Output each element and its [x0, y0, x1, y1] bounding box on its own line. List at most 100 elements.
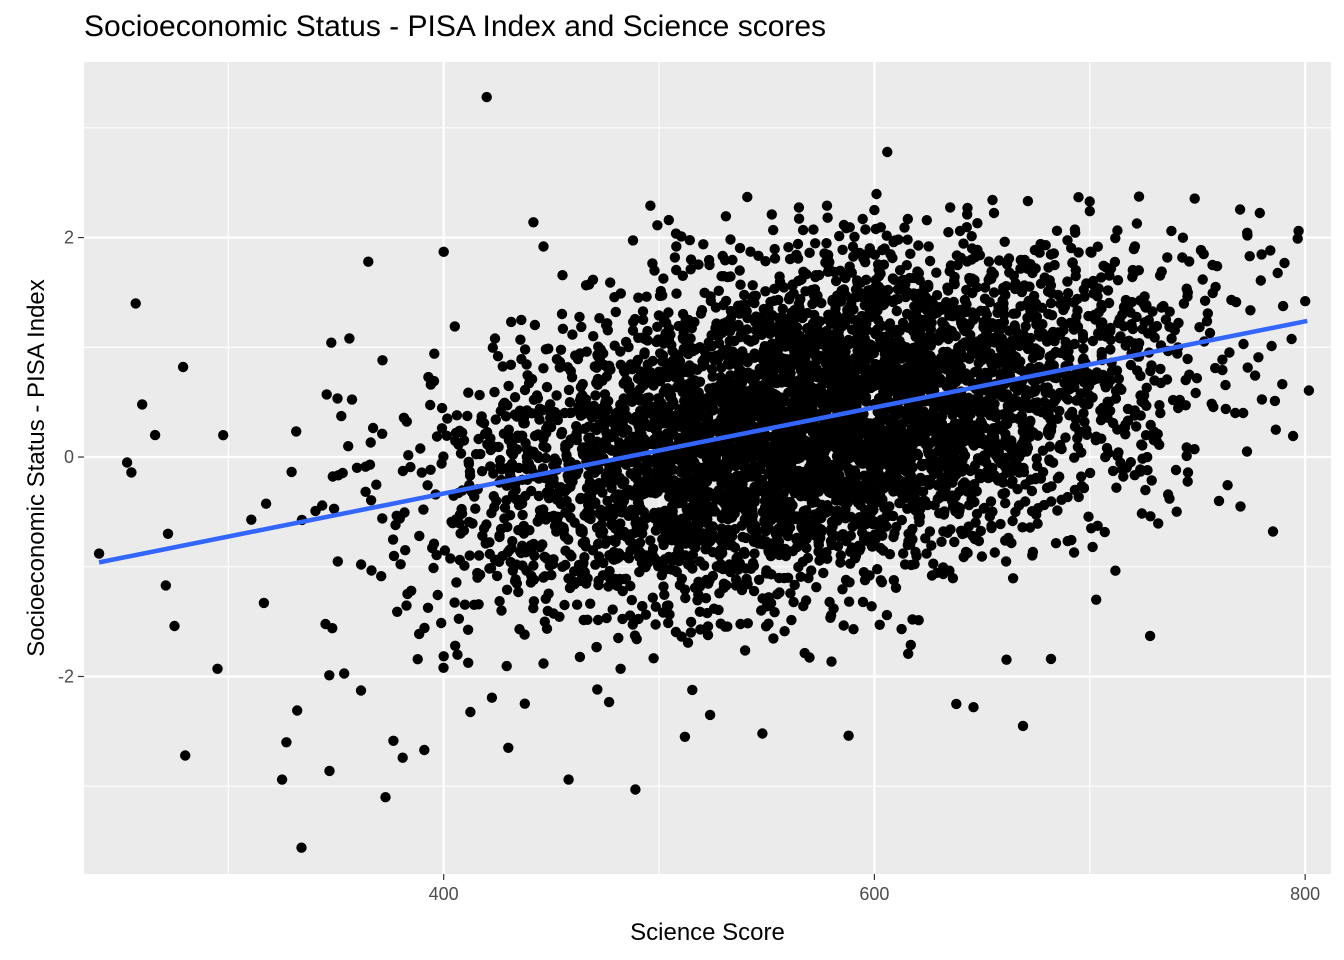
data-point: [509, 392, 521, 403]
data-point: [838, 284, 850, 295]
data-point: [671, 566, 682, 578]
data-point: [745, 246, 756, 257]
data-point: [603, 581, 614, 592]
data-point: [757, 365, 768, 376]
data-point: [717, 250, 728, 262]
data-point: [1207, 287, 1218, 299]
data-point: [855, 542, 866, 554]
data-point: [540, 514, 552, 525]
data-point: [606, 519, 617, 531]
data-point: [574, 651, 586, 663]
data-point: [492, 351, 504, 362]
data-point: [1079, 416, 1090, 428]
data-point: [544, 560, 555, 571]
data-point: [912, 448, 923, 459]
data-point: [698, 239, 709, 250]
data-point: [377, 513, 388, 524]
data-point: [814, 350, 825, 361]
data-point: [496, 605, 507, 616]
data-point: [1256, 394, 1268, 405]
data-point: [660, 528, 671, 539]
data-point: [905, 639, 916, 651]
data-point: [685, 264, 696, 275]
data-point: [581, 578, 592, 589]
data-point: [428, 538, 440, 549]
data-point: [1022, 343, 1034, 355]
data-point: [1253, 352, 1264, 363]
data-point: [816, 512, 827, 524]
data-point: [519, 418, 530, 429]
data-point: [822, 402, 833, 413]
data-point: [575, 526, 586, 537]
data-point: [847, 521, 858, 532]
data-point: [682, 341, 693, 353]
data-point: [422, 602, 434, 613]
data-point: [807, 436, 819, 447]
data-point: [958, 238, 969, 249]
data-point: [793, 213, 805, 224]
data-point: [661, 429, 672, 440]
data-point: [1030, 383, 1042, 394]
data-point: [653, 561, 664, 572]
data-point: [903, 648, 914, 659]
data-point: [975, 408, 986, 419]
data-point: [317, 500, 328, 511]
data-point: [713, 353, 724, 364]
data-point: [1112, 424, 1123, 435]
data-point: [686, 508, 698, 519]
data-point: [759, 416, 770, 427]
data-point: [1217, 354, 1228, 365]
data-point: [1010, 358, 1022, 370]
data-point: [563, 573, 574, 584]
data-point: [769, 253, 781, 264]
data-point: [584, 432, 596, 443]
data-point: [727, 254, 738, 266]
data-point: [871, 188, 882, 200]
data-point: [1072, 321, 1084, 333]
data-point: [860, 396, 872, 407]
data-point: [641, 291, 652, 302]
data-point: [1084, 467, 1096, 479]
data-point: [452, 649, 463, 660]
data-point: [1140, 430, 1152, 441]
data-point: [540, 593, 551, 604]
data-point: [501, 660, 512, 672]
data-point: [905, 248, 916, 259]
data-point: [533, 490, 545, 502]
data-point: [605, 277, 616, 288]
data-point: [1104, 396, 1115, 408]
data-point: [455, 448, 467, 459]
data-point: [445, 553, 456, 564]
data-point: [1051, 225, 1063, 236]
data-point: [1018, 466, 1030, 478]
data-point: [1149, 332, 1160, 343]
data-point: [327, 623, 338, 634]
data-point: [935, 489, 946, 501]
data-point: [999, 236, 1010, 247]
data-point: [824, 362, 835, 373]
data-point: [1066, 242, 1077, 254]
data-point: [774, 587, 785, 598]
data-point: [425, 399, 436, 411]
data-point: [770, 528, 782, 540]
data-point: [618, 527, 629, 538]
data-point: [436, 458, 447, 469]
data-point: [988, 433, 999, 444]
data-point: [630, 517, 641, 529]
data-point: [346, 394, 358, 405]
data-point: [1078, 377, 1090, 388]
data-point: [913, 364, 924, 375]
data-point: [412, 654, 423, 665]
data-point: [909, 559, 920, 570]
data-point: [936, 536, 947, 547]
data-point: [753, 250, 764, 261]
data-point: [992, 307, 1003, 318]
data-point: [1190, 387, 1201, 399]
data-point: [947, 477, 958, 488]
data-point: [804, 247, 815, 258]
data-point: [914, 516, 925, 527]
data-point: [686, 323, 697, 334]
data-point: [1078, 284, 1090, 295]
data-point: [1234, 204, 1246, 215]
data-point: [635, 366, 646, 377]
